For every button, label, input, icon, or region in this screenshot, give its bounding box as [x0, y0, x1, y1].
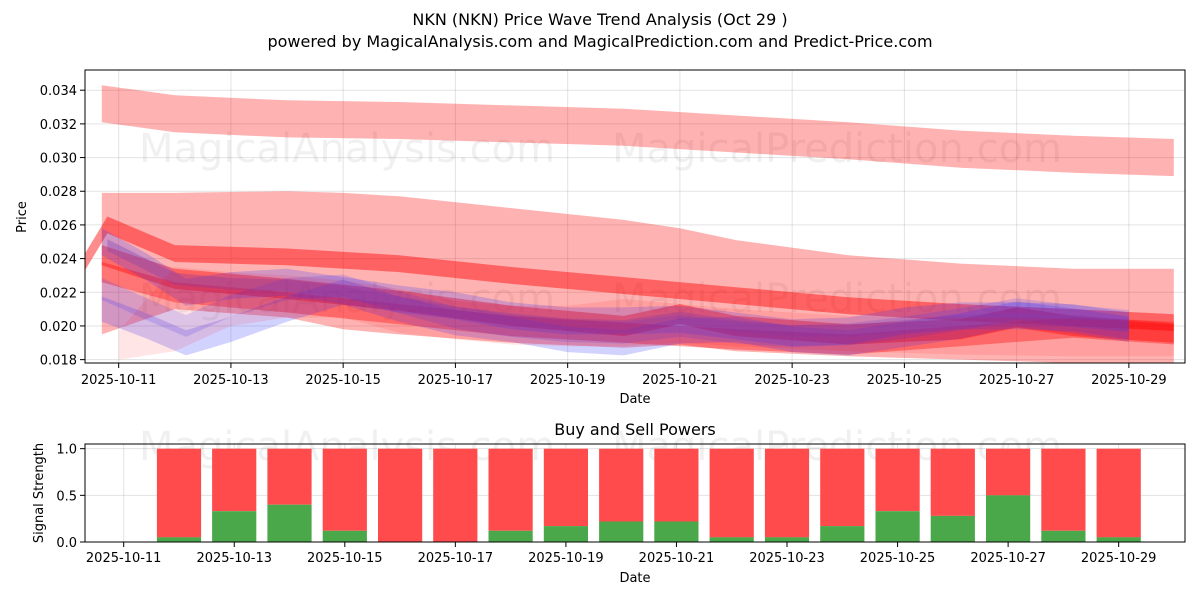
signal-x-tick-label: 2025-10-21 [639, 551, 715, 566]
price-x-tick-label: 2025-10-19 [530, 373, 606, 388]
sell-bar [1041, 448, 1086, 531]
watermark-analysis-mid: MagicalAnalysis.com [139, 276, 555, 322]
buy-bar [599, 521, 644, 542]
buy-bar [543, 526, 588, 542]
price-x-ticks: 2025-10-11 2025-10-13 2025-10-15 2025-10-17… [81, 363, 1167, 388]
price-y-tick-label: 0.032 [40, 118, 77, 133]
price-y-tick-label: 0.030 [40, 152, 77, 167]
signal-x-tick-label: 2025-10-29 [1081, 551, 1157, 566]
price-y-tick-label: 0.020 [40, 320, 77, 335]
sell-bar [654, 448, 699, 522]
price-y-label: Price [15, 201, 30, 233]
price-band-9 [107, 239, 1129, 337]
price-band-10 [118, 267, 1174, 360]
buy-bar [875, 511, 920, 542]
sell-bar [212, 448, 257, 512]
sell-bar [875, 448, 920, 512]
signal-x-tick-label: 2025-10-11 [86, 551, 162, 566]
signal-x-tick-label: 2025-10-13 [196, 551, 272, 566]
signal-x-tick-label: 2025-10-19 [528, 551, 604, 566]
price-x-tick-label: 2025-10-11 [81, 373, 157, 388]
price-panel: MagicalAnalysis.com MagicalPrediction.co… [15, 69, 1186, 407]
price-y-ticks: 0.018 0.020 0.022 0.024 0.026 0.028 0.030 0.032… [40, 84, 85, 369]
chart-subtitle: powered by MagicalAnalysis.com and Magic… [267, 32, 932, 51]
price-x-tick-label: 2025-10-29 [1091, 373, 1167, 388]
price-band-8 [101, 274, 1129, 347]
signal-x-label: Date [619, 571, 650, 586]
sell-bar [930, 448, 975, 516]
sell-bar [488, 448, 533, 531]
price-x-tick-label: 2025-10-27 [979, 373, 1055, 388]
price-x-label: Date [619, 392, 650, 407]
price-x-tick-label: 2025-10-13 [193, 373, 269, 388]
sell-bar [433, 448, 478, 542]
sell-bar [599, 448, 644, 522]
price-y-tick-label: 0.026 [40, 219, 77, 234]
signal-x-tick-label: 2025-10-15 [307, 551, 383, 566]
price-band-4 [101, 245, 1174, 345]
signal-axes-frame [84, 443, 1186, 543]
price-x-tick-label: 2025-10-21 [642, 373, 718, 388]
buy-bar [654, 521, 699, 542]
buy-bar [764, 537, 810, 542]
buy-bar [212, 511, 257, 542]
buy-bar [820, 526, 865, 542]
signal-x-ticks: 2025-10-11 2025-10-13 2025-10-15 2025-10-17… [86, 542, 1157, 566]
price-x-tick-label: 2025-10-15 [305, 373, 381, 388]
buy-bar [322, 530, 367, 542]
buy-bar [709, 537, 754, 542]
price-axes-frame [84, 69, 1186, 364]
price-bands [85, 85, 1174, 363]
signal-title: Buy and Sell Powers [554, 420, 716, 439]
price-y-tick-label: 0.022 [40, 286, 77, 301]
price-band-6 [101, 228, 1129, 347]
buy-bar [930, 515, 975, 542]
price-band-1 [101, 85, 1174, 177]
buy-bar [488, 530, 533, 542]
price-x-tick-label: 2025-10-23 [754, 373, 830, 388]
signal-x-tick-label: 2025-10-25 [860, 551, 936, 566]
signal-y-tick-label: 0.5 [56, 489, 77, 504]
sell-bar [543, 448, 588, 527]
price-y-tick-label: 0.034 [40, 84, 77, 99]
price-band-2 [101, 191, 1174, 363]
buy-bar [156, 537, 202, 542]
signal-panel: Buy and Sell Powers MagicalAnalysis.com … [32, 420, 1186, 586]
signal-y-tick-label: 1.0 [56, 443, 77, 458]
buy-bar [1041, 530, 1086, 542]
watermark-prediction-mid: MagicalPrediction.com [612, 276, 1062, 322]
sell-bar [322, 448, 367, 531]
sell-bar [1096, 448, 1141, 538]
signal-y-ticks: 0.0 0.5 1.0 [56, 443, 85, 551]
price-band-3 [85, 216, 1174, 331]
signal-x-tick-label: 2025-10-27 [970, 551, 1046, 566]
price-band-5 [101, 262, 1174, 355]
sell-bar [709, 448, 754, 538]
price-x-tick-label: 2025-10-25 [867, 373, 943, 388]
price-y-tick-label: 0.024 [40, 253, 77, 268]
price-gridlines [85, 70, 1185, 363]
price-y-tick-label: 0.028 [40, 185, 77, 200]
sell-bar [156, 448, 202, 538]
sell-bar [820, 448, 865, 527]
chart-title: NKN (NKN) Price Wave Trend Analysis (Oct… [412, 10, 787, 29]
sell-bar [986, 448, 1031, 496]
sell-bar [378, 448, 423, 542]
signal-y-tick-label: 0.0 [56, 536, 77, 551]
buy-bar [267, 504, 312, 542]
signal-x-tick-label: 2025-10-17 [418, 551, 494, 566]
buy-bar [1096, 537, 1141, 542]
watermark-analysis: MagicalAnalysis.com [139, 126, 555, 172]
buy-bar [986, 495, 1031, 542]
sell-bar [764, 448, 810, 538]
signal-bars [156, 448, 1141, 542]
price-y-tick-label: 0.018 [40, 354, 77, 369]
signal-y-label: Signal Strength [32, 443, 47, 543]
sell-bar [267, 448, 312, 505]
price-band-7 [101, 279, 1129, 356]
signal-x-tick-label: 2025-10-23 [749, 551, 825, 566]
price-x-tick-label: 2025-10-17 [418, 373, 494, 388]
watermark-prediction: MagicalPrediction.com [612, 126, 1062, 172]
